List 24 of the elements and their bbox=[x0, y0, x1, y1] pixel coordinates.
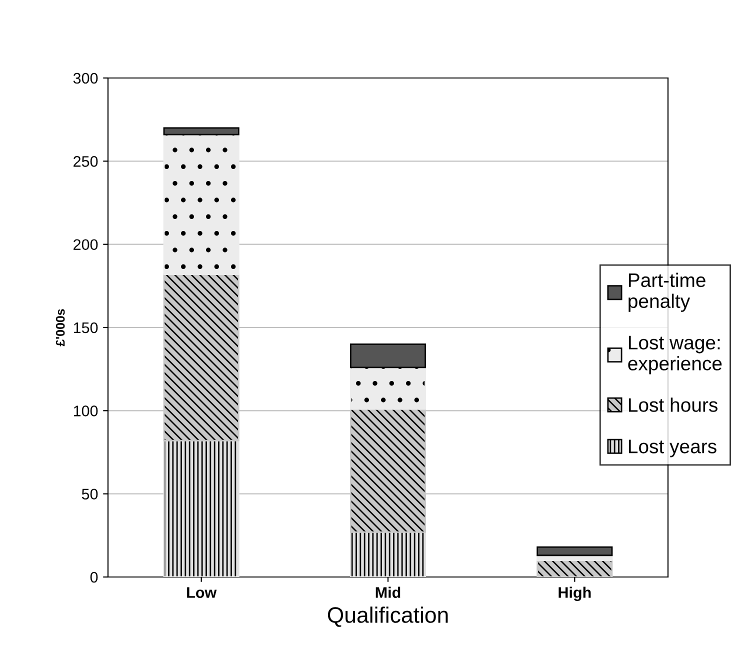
y-tick-label: 50 bbox=[82, 488, 98, 500]
bar bbox=[350, 343, 426, 368]
x-tick-label: High bbox=[558, 586, 591, 602]
bar bbox=[350, 531, 426, 577]
y-tick-label: 0 bbox=[90, 572, 98, 583]
y-tick-label: 100 bbox=[74, 406, 98, 416]
x-tick-label: Mid bbox=[376, 586, 400, 598]
x-tick-label: Low bbox=[187, 587, 217, 598]
legend-label: Lost wage: experience bbox=[628, 336, 722, 374]
bar bbox=[536, 546, 613, 556]
bar bbox=[163, 440, 240, 577]
y-tick-label: 200 bbox=[74, 239, 98, 250]
y-tick-label: 150 bbox=[74, 322, 98, 334]
legend-label: Part-time penalty bbox=[628, 272, 706, 312]
x-axis-title: Qualification bbox=[328, 606, 448, 627]
legend-label: Lost years bbox=[628, 440, 716, 458]
bar bbox=[163, 134, 240, 275]
bar bbox=[163, 127, 240, 136]
y-tick-label: 300 bbox=[73, 72, 98, 84]
bar bbox=[350, 366, 426, 410]
bar bbox=[536, 560, 613, 577]
y-tick-label: 250 bbox=[74, 156, 98, 167]
y-axis-title: £'000s bbox=[56, 309, 65, 346]
legend-label: Lost hours bbox=[628, 398, 718, 412]
